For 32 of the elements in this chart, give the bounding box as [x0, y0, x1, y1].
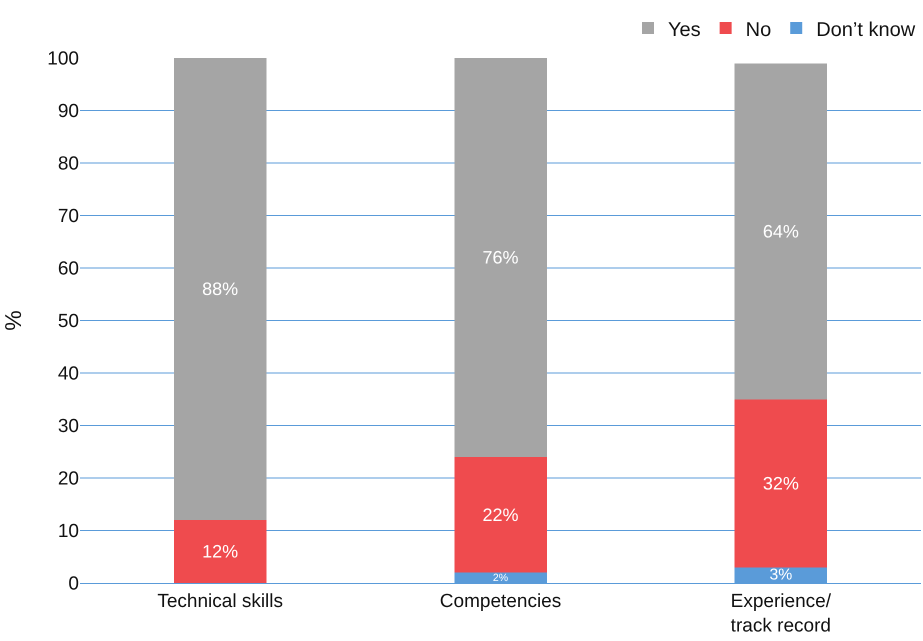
legend-label: No — [746, 18, 772, 41]
y-tick-label: 90 — [58, 101, 79, 122]
y-tick-label: 0 — [68, 574, 79, 595]
legend-label: Yes — [668, 18, 701, 41]
y-tick-label: 50 — [58, 311, 79, 332]
y-axis-title: % — [0, 310, 26, 331]
data-label: 12% — [202, 542, 238, 562]
y-tick-label: 40 — [58, 364, 79, 385]
y-tick-label: 70 — [58, 206, 79, 228]
y-tick-label: 20 — [58, 468, 79, 490]
x-tick-label: Competencies — [440, 590, 562, 612]
bar — [174, 58, 266, 520]
data-label: 3% — [769, 566, 792, 584]
data-label: 76% — [482, 248, 519, 268]
data-label: 22% — [482, 504, 519, 525]
data-label: 2% — [492, 572, 508, 584]
legend-label: Don’t know — [816, 18, 916, 41]
bar — [734, 63, 828, 400]
y-tick-label: 100 — [47, 48, 79, 70]
bar — [734, 399, 828, 568]
y-tick-label: 60 — [58, 258, 79, 280]
x-tick-label: Experience/ track record — [730, 590, 832, 636]
data-label: 88% — [202, 279, 238, 299]
y-tick-label: 10 — [58, 521, 79, 542]
bar — [454, 58, 547, 457]
bar — [174, 520, 266, 583]
x-tick-label: Technical skills — [157, 590, 283, 612]
data-label: 64% — [762, 221, 799, 242]
y-tick-label: 30 — [58, 416, 79, 438]
data-label: 32% — [762, 473, 799, 494]
y-tick-label: 80 — [58, 154, 79, 175]
bar — [454, 457, 547, 572]
